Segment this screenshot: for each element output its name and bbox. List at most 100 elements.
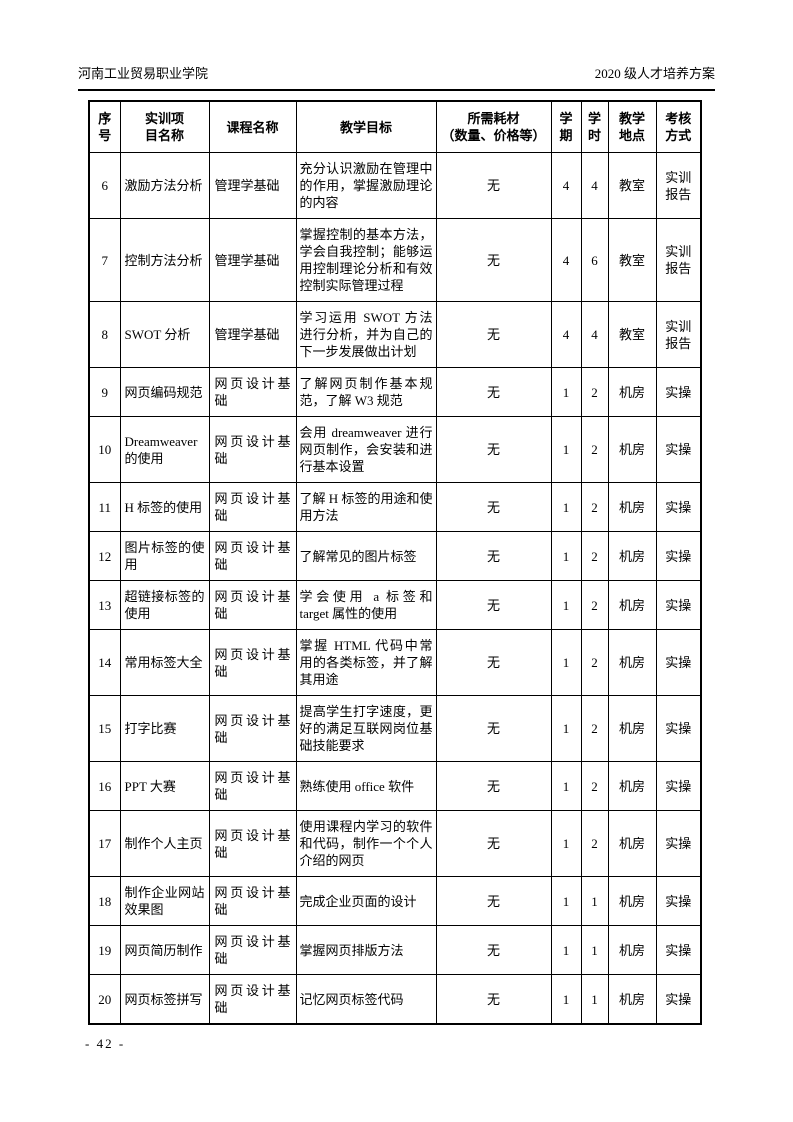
table-row: 11 H 标签的使用 网页设计基础 了解 H 标签的用途和使用方法无 1 2 机房 实操 [88, 482, 702, 532]
cell-num: 20 [88, 974, 121, 1025]
training-projects-table: 序 号 实训项 目名称 课程名称 教学目标 所需耗材 （数量、价格等） 学 期 … [88, 100, 702, 1025]
cell-assessment: 实操 [655, 974, 702, 1025]
cell-course: 管理学基础 [208, 152, 297, 219]
cell-semester: 4 [550, 152, 582, 219]
cell-location: 机房 [607, 974, 657, 1025]
cell-project: SWOT 分析 [119, 301, 210, 368]
cell-assessment: 实操 [655, 629, 702, 696]
header-rule [78, 89, 715, 91]
cell-course: 网页设计基础 [208, 580, 297, 630]
cell-assessment: 实操 [655, 761, 702, 811]
table-row: 18 制作企业网站效果图 网页设计基础 完成企业页面的设计无 1 1 机房 实操 [88, 876, 702, 926]
table-row: 8 SWOT 分析 管理学基础 学习运用 SWOT 方法进行分析，并为自己的下一步发展… [88, 301, 702, 368]
cell-course: 网页设计基础 [208, 876, 297, 926]
cell-location: 机房 [607, 580, 657, 630]
cell-objective: 掌握 HTML 代码中常用的各类标签，并了解其用途 [295, 629, 437, 696]
cell-location: 机房 [607, 925, 657, 975]
cell-semester: 1 [550, 531, 582, 581]
cell-hours: 2 [580, 367, 609, 417]
cell-project: 网页简历制作 [119, 925, 210, 975]
cell-num: 10 [88, 416, 121, 483]
cell-num: 7 [88, 218, 121, 302]
cell-materials: 无 [435, 301, 552, 368]
cell-location: 机房 [607, 810, 657, 877]
column-header-materials: 所需耗材 （数量、价格等） [435, 100, 552, 153]
cell-project: 常用标签大全 [119, 629, 210, 696]
cell-project: 网页编码规范 [119, 367, 210, 417]
cell-location: 机房 [607, 367, 657, 417]
cell-project: H 标签的使用 [119, 482, 210, 532]
table-row: 12 图片标签的使用 网页设计基础 了解常见的图片标签无 1 2 机房 实操 [88, 531, 702, 581]
cell-hours: 1 [580, 974, 609, 1025]
cell-objective: 学习运用 SWOT 方法进行分析，并为自己的下一步发展做出计划 [295, 301, 437, 368]
cell-location: 教室 [607, 301, 657, 368]
cell-course: 网页设计基础 [208, 367, 297, 417]
cell-objective: 充分认识激励在管理中的作用，掌握激励理论的内容 [295, 152, 437, 219]
document-header: 河南工业贸易职业学院 2020 级人才培养方案 [78, 66, 715, 82]
cell-num: 6 [88, 152, 121, 219]
cell-hours: 4 [580, 301, 609, 368]
column-header-course: 课程名称 [208, 100, 297, 153]
cell-num: 11 [88, 482, 121, 532]
cell-objective: 提高学生打字速度，更好的满足互联网岗位基础技能要求 [295, 695, 437, 762]
cell-objective: 了解 H 标签的用途和使用方法 [295, 482, 437, 532]
cell-hours: 1 [580, 876, 609, 926]
cell-assessment: 实训报告 [655, 218, 702, 302]
cell-semester: 4 [550, 218, 582, 302]
cell-semester: 1 [550, 810, 582, 877]
cell-hours: 1 [580, 925, 609, 975]
cell-materials: 无 [435, 974, 552, 1025]
column-header-objective: 教学目标 [295, 100, 437, 153]
cell-course: 网页设计基础 [208, 761, 297, 811]
cell-objective: 会用 dreamweaver 进行网页制作，会安装和进行基本设置 [295, 416, 437, 483]
cell-objective: 掌握网页排版方法 [295, 925, 437, 975]
table-row: 16 PPT 大赛 网页设计基础 熟练使用 office 软件无 1 2 机房 实操 [88, 761, 702, 811]
cell-course: 网页设计基础 [208, 629, 297, 696]
cell-project: Dreamweaver 的使用 [119, 416, 210, 483]
cell-semester: 1 [550, 367, 582, 417]
cell-objective: 熟练使用 office 软件 [295, 761, 437, 811]
cell-materials: 无 [435, 876, 552, 926]
cell-num: 14 [88, 629, 121, 696]
training-table-container: 序 号 实训项 目名称 课程名称 教学目标 所需耗材 （数量、价格等） 学 期 … [88, 100, 702, 1025]
cell-assessment: 实训报告 [655, 152, 702, 219]
cell-project: 控制方法分析 [119, 218, 210, 302]
cell-location: 机房 [607, 482, 657, 532]
cell-objective: 使用课程内学习的软件和代码，制作一个个人介绍的网页 [295, 810, 437, 877]
table-row: 10 Dreamweaver 的使用 网页设计基础 会用 dreamweaver 进行… [88, 416, 702, 483]
cell-materials: 无 [435, 810, 552, 877]
cell-assessment: 实操 [655, 695, 702, 762]
cell-hours: 2 [580, 695, 609, 762]
table-header-row: 序 号 实训项 目名称 课程名称 教学目标 所需耗材 （数量、价格等） 学 期 … [88, 100, 702, 153]
cell-num: 19 [88, 925, 121, 975]
cell-materials: 无 [435, 218, 552, 302]
table-row: 7 控制方法分析 管理学基础 掌握控制的基本方法，学会自我控制；能够运用控制理论分析和… [88, 218, 702, 302]
cell-hours: 2 [580, 482, 609, 532]
cell-semester: 1 [550, 580, 582, 630]
cell-assessment: 实训报告 [655, 301, 702, 368]
table-row: 14 常用标签大全 网页设计基础 掌握 HTML 代码中常用的各类标签，并了解其用途无… [88, 629, 702, 696]
cell-hours: 4 [580, 152, 609, 219]
cell-course: 管理学基础 [208, 218, 297, 302]
cell-project: 制作企业网站效果图 [119, 876, 210, 926]
cell-semester: 1 [550, 695, 582, 762]
table-row: 17 制作个人主页 网页设计基础 使用课程内学习的软件和代码，制作一个个人介绍的网页无… [88, 810, 702, 877]
cell-semester: 1 [550, 761, 582, 811]
cell-assessment: 实操 [655, 876, 702, 926]
cell-course: 管理学基础 [208, 301, 297, 368]
cell-hours: 2 [580, 810, 609, 877]
table-row: 15 打字比赛 网页设计基础 提高学生打字速度，更好的满足互联网岗位基础技能要求无 1 2… [88, 695, 702, 762]
cell-location: 机房 [607, 416, 657, 483]
cell-num: 9 [88, 367, 121, 417]
column-header-num: 序 号 [88, 100, 121, 153]
cell-course: 网页设计基础 [208, 695, 297, 762]
cell-assessment: 实操 [655, 580, 702, 630]
cell-objective: 掌握控制的基本方法，学会自我控制；能够运用控制理论分析和有效控制实际管理过程 [295, 218, 437, 302]
cell-materials: 无 [435, 416, 552, 483]
cell-project: 制作个人主页 [119, 810, 210, 877]
cell-semester: 1 [550, 876, 582, 926]
column-header-semester: 学 期 [550, 100, 582, 153]
cell-assessment: 实操 [655, 416, 702, 483]
column-header-assessment: 考核 方式 [655, 100, 702, 153]
